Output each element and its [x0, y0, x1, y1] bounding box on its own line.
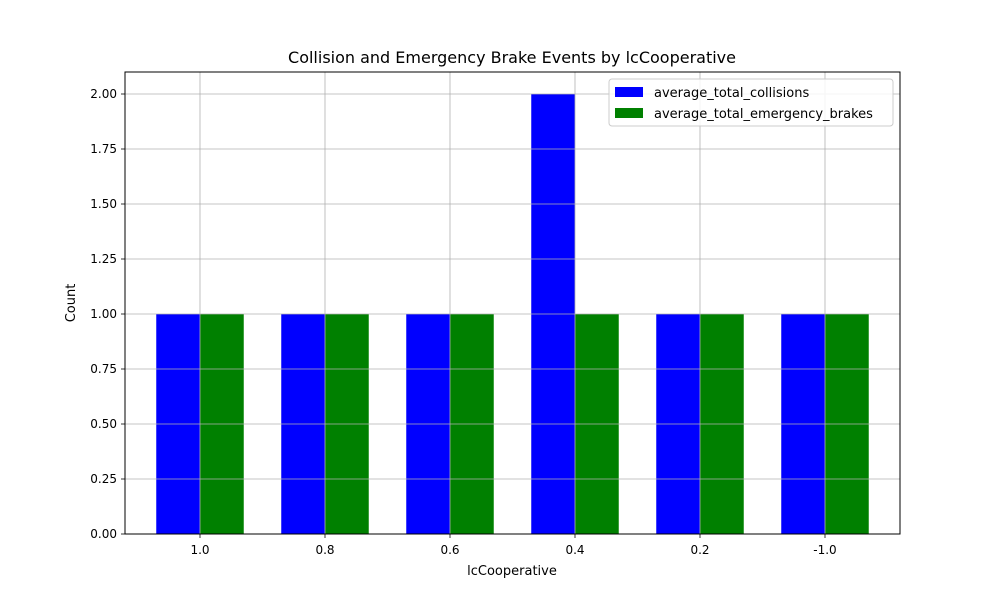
y-tick-label: 0.50: [90, 417, 117, 431]
legend-swatch: [615, 108, 643, 118]
bars: [125, 72, 900, 535]
x-tick-label: 0.2: [690, 543, 709, 557]
y-tick-label: 0.25: [90, 472, 117, 486]
y-tick-label: 1.00: [90, 307, 117, 321]
x-tick-label: 1.0: [190, 543, 209, 557]
y-tick-label: 1.25: [90, 252, 117, 266]
y-tick-label: 1.50: [90, 197, 117, 211]
x-tick-label: -1.0: [813, 543, 836, 557]
x-axis-ticks: 1.0 0.8 0.6 0.4 0.2 -1.0: [190, 534, 837, 557]
legend-swatch: [615, 87, 643, 97]
legend-label: average_total_collisions: [654, 86, 809, 101]
y-tick-label: 0.75: [90, 362, 117, 376]
x-tick-label: 0.4: [565, 543, 584, 557]
y-axis-label: Count: [64, 284, 79, 323]
x-tick-label: 0.6: [440, 543, 459, 557]
legend: average_total_collisions average_total_em…: [608, 78, 894, 127]
chart-title: Collision and Emergency Brake Events by …: [288, 48, 736, 67]
x-tick-label: 0.8: [315, 543, 334, 557]
y-tick-label: 1.75: [90, 142, 117, 156]
y-tick-label: 2.00: [90, 87, 117, 101]
legend-box: [608, 78, 894, 127]
y-axis-ticks: 0.00 0.25 0.50 0.75 1.00 1.25 1.50 1.75 2.00: [90, 87, 125, 541]
x-axis-label: lcCooperative: [467, 564, 557, 579]
legend-label: average_total_emergency_brakes: [654, 107, 873, 122]
y-tick-label: 0.00: [90, 527, 117, 541]
plot-frame: [124, 71, 901, 535]
